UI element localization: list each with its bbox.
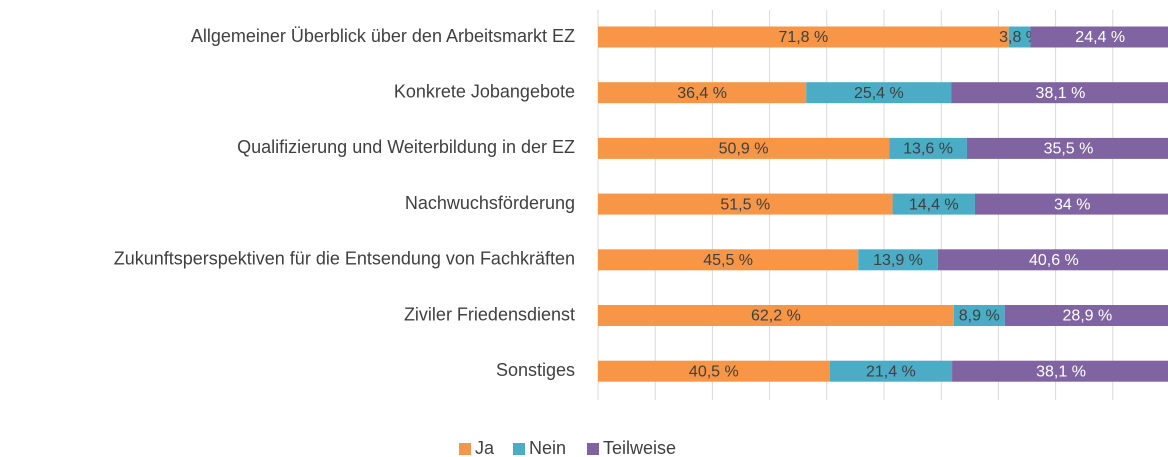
- value-label: 36,4 %: [677, 85, 727, 102]
- value-label: 24,4 %: [1075, 29, 1125, 46]
- bar-segment: [598, 82, 807, 104]
- bar-segment: [974, 193, 1168, 215]
- category-label: Konkrete Jobangebote: [394, 81, 575, 101]
- bar-segment: [889, 137, 967, 159]
- legend-swatch: [459, 443, 471, 455]
- value-label: 21,4 %: [866, 363, 916, 380]
- value-label: 28,9 %: [1062, 308, 1112, 325]
- bar-segment: [598, 305, 954, 326]
- bar-segment: [937, 249, 1168, 271]
- value-label: 40,6 %: [1029, 252, 1079, 269]
- value-label: 38,1 %: [1036, 85, 1086, 102]
- bar-segment: [951, 82, 1168, 104]
- bar-segment: [966, 137, 1168, 159]
- value-label: 45,5 %: [703, 252, 753, 269]
- value-label: 14,4 %: [909, 196, 959, 213]
- bar-segment: [598, 193, 893, 215]
- bar-segment: [598, 249, 859, 271]
- value-label: 13,9 %: [873, 252, 923, 269]
- bar-segment: [858, 249, 938, 271]
- bar-segment: [1008, 26, 1031, 48]
- bar-segment: [598, 137, 890, 159]
- bar-segment: [952, 360, 1168, 382]
- value-label: 13,6 %: [903, 141, 953, 158]
- value-label: 3,8 %: [999, 29, 1040, 46]
- category-label: Qualifizierung und Weiterbildung in der …: [237, 137, 575, 157]
- legend-label: Nein: [529, 438, 566, 457]
- value-label: 62,2 %: [751, 308, 801, 325]
- value-label: 25,4 %: [854, 85, 904, 102]
- value-label: 38,1 %: [1036, 363, 1086, 380]
- bar-segment: [806, 82, 952, 104]
- bar-segment: [1030, 26, 1168, 48]
- category-label: Allgemeiner Überblick über den Arbeitsma…: [191, 26, 575, 46]
- category-label: Sonstiges: [496, 360, 575, 380]
- value-label: 40,5 %: [689, 363, 739, 380]
- value-label: 51,5 %: [720, 196, 770, 213]
- category-label: Ziviler Friedensdienst: [404, 304, 575, 324]
- bar-segment: [829, 360, 953, 382]
- legend-label: Teilweise: [603, 438, 676, 457]
- bar-segment: [598, 360, 830, 382]
- bar-segment: [598, 26, 1009, 48]
- legend-swatch: [587, 443, 599, 455]
- value-label: 34 %: [1054, 196, 1090, 213]
- category-label: Zukunftsperspektiven für die Entsendung …: [114, 249, 575, 269]
- value-label: 50,9 %: [719, 141, 769, 158]
- bar-segment: [1004, 305, 1168, 326]
- legend-swatch: [513, 443, 525, 455]
- bar-segment: [892, 193, 975, 215]
- legend-label: Ja: [475, 438, 495, 457]
- bar-segment: [953, 305, 1005, 326]
- value-label: 35,5 %: [1044, 141, 1094, 158]
- category-label: Nachwuchsförderung: [405, 193, 575, 213]
- value-label: 8,9 %: [959, 308, 1000, 325]
- value-label: 71,8 %: [778, 29, 828, 46]
